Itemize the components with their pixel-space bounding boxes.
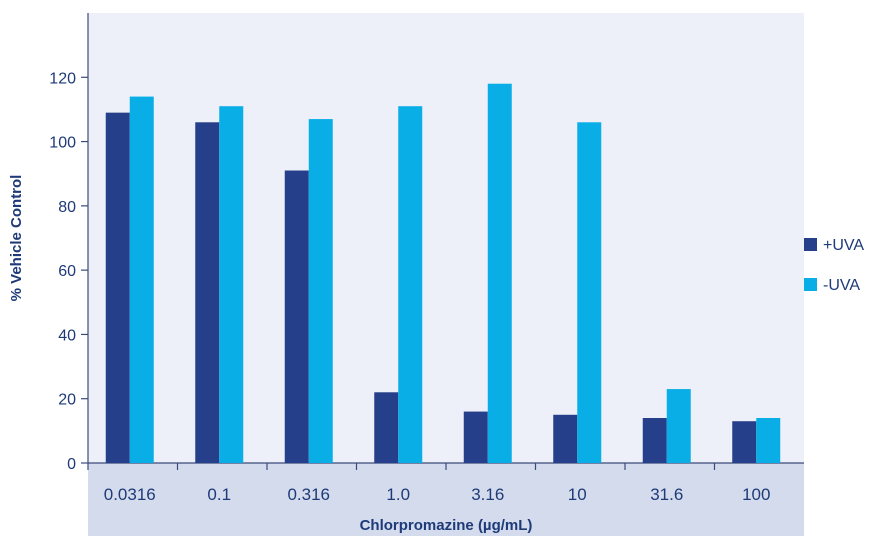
bar bbox=[195, 122, 220, 464]
y-tick-label: 40 bbox=[58, 327, 76, 344]
x-tick-label: 100 bbox=[742, 485, 770, 504]
y-tick-label: 100 bbox=[49, 135, 76, 152]
legend-swatch bbox=[804, 238, 817, 251]
bars bbox=[105, 83, 781, 464]
x-tick-label: 31.6 bbox=[650, 485, 683, 504]
y-axis-title: % Vehicle Control bbox=[8, 175, 25, 302]
bar bbox=[308, 119, 333, 464]
x-tick-label: 1.0 bbox=[386, 485, 410, 504]
bar bbox=[374, 392, 399, 463]
y-tick-label: 0 bbox=[67, 456, 76, 473]
legend-label: -UVA bbox=[823, 277, 860, 294]
bar bbox=[105, 112, 130, 464]
x-axis-ticks: 0.0316 0.1 0.316 1.0 3.16 10 31.6 100 bbox=[104, 463, 770, 504]
y-tick-label: 120 bbox=[49, 70, 76, 87]
x-axis-title: Chlorpromazine (µg/mL) bbox=[360, 517, 533, 534]
x-tick-label: 0.0316 bbox=[104, 485, 156, 504]
bar bbox=[642, 418, 667, 463]
bar bbox=[129, 96, 154, 464]
y-tick-label: 80 bbox=[58, 199, 76, 216]
bar bbox=[553, 414, 578, 463]
bar bbox=[284, 170, 309, 463]
bar bbox=[219, 106, 244, 463]
bar bbox=[756, 418, 781, 463]
bar bbox=[463, 411, 488, 463]
bar bbox=[487, 83, 512, 463]
legend: +UVA -UVA bbox=[804, 237, 864, 294]
y-tick-label: 20 bbox=[58, 392, 76, 409]
y-tick-label: 60 bbox=[58, 263, 76, 280]
bar bbox=[398, 106, 423, 463]
y-axis-ticks: 0 20 40 60 80 100 120 bbox=[49, 70, 88, 473]
x-tick-label: 10 bbox=[568, 485, 587, 504]
x-tick-label: 0.1 bbox=[207, 485, 231, 504]
bar bbox=[577, 122, 602, 464]
x-tick-label: 3.16 bbox=[471, 485, 504, 504]
legend-swatch bbox=[804, 278, 817, 291]
legend-label: +UVA bbox=[823, 237, 864, 254]
x-tick-label: 0.316 bbox=[287, 485, 330, 504]
bar bbox=[666, 389, 691, 463]
bar bbox=[732, 421, 757, 463]
x-axis-band bbox=[88, 463, 804, 536]
